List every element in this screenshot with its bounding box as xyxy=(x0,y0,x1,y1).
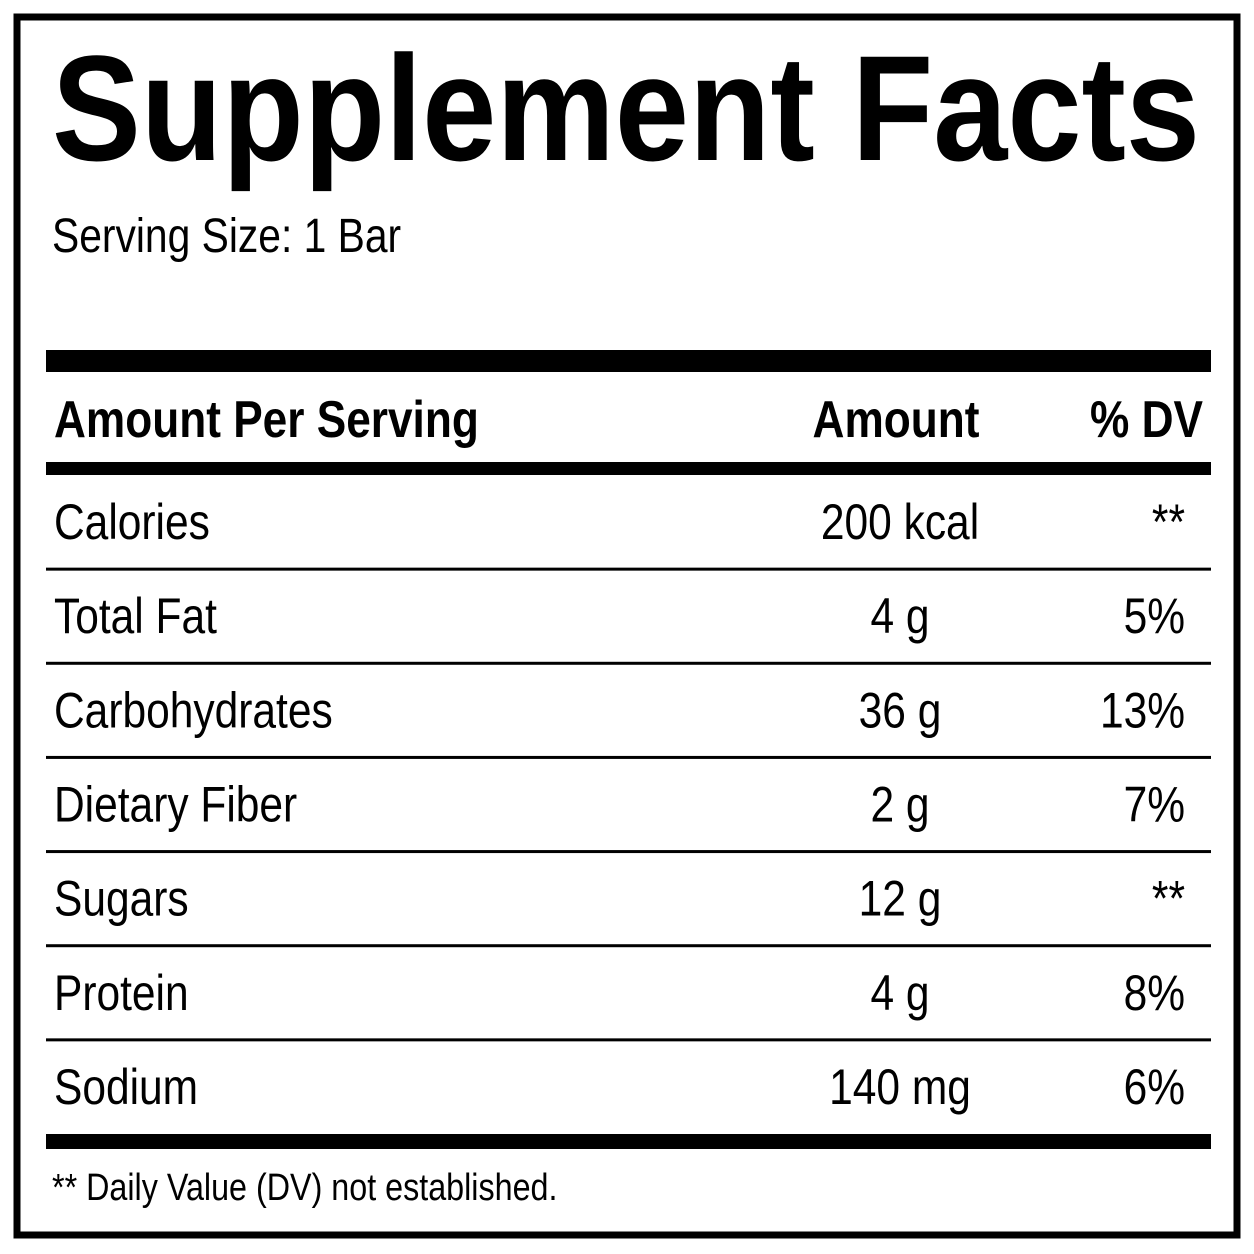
row-rule xyxy=(46,567,1211,571)
nutrient-dv: 8% xyxy=(1124,965,1185,1021)
nutrient-dv: 13% xyxy=(1100,682,1185,738)
thick-rule xyxy=(46,350,1211,372)
nutrient-amount: 4 g xyxy=(870,965,929,1021)
nutrient-dv: 5% xyxy=(1124,588,1185,644)
nutrient-name: Calories xyxy=(54,494,210,550)
label-border xyxy=(13,13,1241,1239)
column-header: % DV xyxy=(1090,391,1203,449)
title: Supplement Facts xyxy=(52,24,1200,192)
footnote: ** Daily Value (DV) not established. xyxy=(52,1167,557,1209)
nutrient-dv: ** xyxy=(1152,494,1185,550)
nutrient-name: Protein xyxy=(54,965,189,1021)
nutrient-amount: 2 g xyxy=(870,776,929,832)
nutrient-amount: 200 kcal xyxy=(821,494,979,550)
thick-rule xyxy=(46,1134,1211,1149)
row-rule xyxy=(46,850,1211,854)
row-rule xyxy=(46,944,1211,948)
nutrient-name: Sugars xyxy=(54,870,189,926)
nutrient-dv: ** xyxy=(1152,870,1185,926)
medium-rule xyxy=(46,462,1211,475)
nutrient-amount: 4 g xyxy=(870,588,929,644)
nutrient-name: Sodium xyxy=(54,1059,198,1115)
nutrient-name: Total Fat xyxy=(54,588,217,644)
nutrient-name: Carbohydrates xyxy=(54,682,333,738)
row-rule xyxy=(46,661,1211,665)
nutrient-amount: 12 g xyxy=(859,870,942,926)
row-rule xyxy=(46,1038,1211,1042)
nutrient-amount: 36 g xyxy=(859,682,942,738)
nutrient-amount: 140 mg xyxy=(829,1059,971,1115)
serving-size: Serving Size: 1 Bar xyxy=(52,210,401,263)
column-header: Amount xyxy=(813,391,980,449)
row-rule xyxy=(46,755,1211,759)
nutrient-dv: 6% xyxy=(1124,1059,1185,1115)
nutrient-name: Dietary Fiber xyxy=(54,776,297,832)
table-rows: Calories 200 kcal ** Total Fat 4 g 5% Carbohyd… xyxy=(46,494,1211,1115)
column-header: Amount Per Serving xyxy=(54,391,479,449)
nutrient-dv: 7% xyxy=(1124,776,1185,832)
